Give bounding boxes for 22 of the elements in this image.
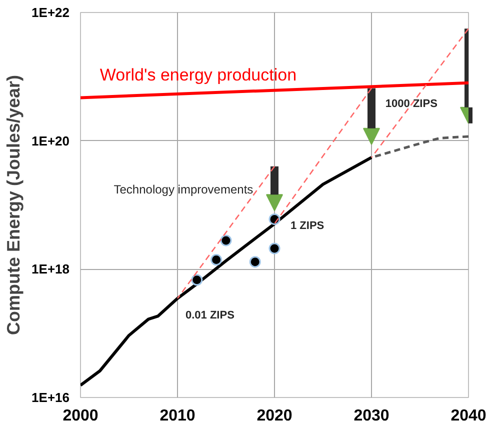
y-axis-title: Compute Energy (Joules/year) <box>4 74 24 336</box>
point <box>268 213 280 225</box>
annotation: Technology improvements <box>114 182 254 197</box>
annotation: 0.01 ZIPS <box>186 309 234 322</box>
line-series <box>80 156 373 387</box>
point <box>210 254 222 266</box>
x-tick-label: 2010 <box>160 408 196 423</box>
y-tick-label: 1E+20 <box>32 133 70 148</box>
point <box>268 242 280 254</box>
y-tick-label: 1E+22 <box>32 5 70 20</box>
annotation: 1000 ZIPS <box>385 98 438 110</box>
point <box>220 234 232 246</box>
series-label: World's energy production <box>100 66 297 85</box>
annotation: 1 ZIPS <box>290 220 324 232</box>
x-tick-label: 2030 <box>354 408 390 423</box>
x-tick-label: 2000 <box>62 408 98 423</box>
y-tick-label: 1E+18 <box>32 262 70 277</box>
x-tick-label: 2020 <box>256 408 292 423</box>
point <box>191 274 203 286</box>
x-tick-label: 2040 <box>450 408 486 423</box>
y-tick-label: 1E+16 <box>32 390 70 405</box>
point <box>249 256 261 268</box>
